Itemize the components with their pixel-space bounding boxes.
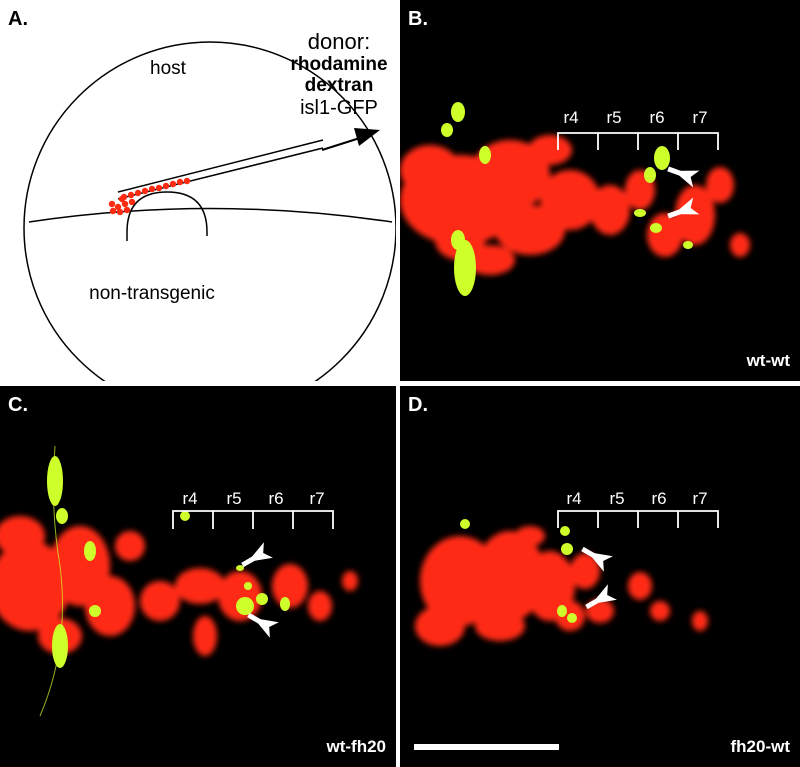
rhombomere-label-r6: r6 (649, 108, 664, 127)
needle-lower-edge (117, 147, 324, 200)
arrow-icon (667, 197, 700, 219)
panel-a-schematic: A. host non-transgenic donor: rhodamine (0, 0, 396, 381)
rhombomere-label-r5: r5 (226, 489, 241, 508)
arrows-d (581, 546, 617, 610)
rhombomere-label-r7: r7 (309, 489, 324, 508)
arrow-icon (241, 542, 273, 568)
rhodamine-signal-c (0, 516, 358, 656)
panel-d-letter: D. (408, 394, 428, 416)
gfp-signal-d (460, 519, 577, 623)
rhombomere-label-r4: r4 (566, 489, 581, 508)
gfp-signal-b (441, 102, 693, 296)
panel-c-letter: C. (8, 394, 28, 416)
micrograph-c: r4 r5 r6 r7 (0, 445, 358, 717)
rhombomere-label-r5: r5 (606, 108, 621, 127)
donor-isl1-gfp: isl1-GFP (300, 97, 378, 119)
rhombomere-label-r7: r7 (692, 108, 707, 127)
rhombomere-label-r6: r6 (651, 489, 666, 508)
inner-dome (126, 191, 208, 241)
rhombomere-label-r7: r7 (692, 489, 707, 508)
yolk-boundary (28, 207, 393, 223)
micrograph-b: r4 r5 r6 r7 (400, 102, 750, 296)
arrow-shaft (321, 136, 364, 151)
panel-c-micrograph: r4 r5 r6 r7 C. wt-fh20 (0, 386, 396, 767)
donor-dextran: dextran (304, 75, 374, 96)
scale-bar (414, 744, 559, 750)
rhombomere-label-r5: r5 (609, 489, 624, 508)
arrow-icon (585, 584, 617, 610)
panel-d-condition: fh20-wt (730, 737, 791, 756)
donor-cells (108, 177, 191, 216)
embryo-outline (23, 41, 396, 381)
arrow-icon (247, 612, 279, 638)
arrows-c (241, 542, 279, 638)
arrows-b (667, 166, 700, 219)
donor-text-block: donor: rhodamine dextran isl1-GFP (274, 30, 396, 120)
rhombomere-brackets-b (557, 132, 719, 150)
panel-b-micrograph: r4 r5 r6 r7 B. wt-wt (400, 0, 800, 381)
arrow-icon (581, 546, 613, 572)
donor-title: donor: (307, 29, 371, 54)
rhombomere-brackets-c (172, 510, 334, 529)
panel-a-letter: A. (8, 8, 28, 30)
rhombomere-label-r4: r4 (182, 489, 197, 508)
panel-d-micrograph: r4 r5 r6 r7 D. fh20-wt (400, 386, 800, 767)
non-transgenic-label: non-transgenic (89, 283, 215, 304)
rhodamine-signal-b (400, 135, 750, 275)
rhombomere-label-r6: r6 (268, 489, 283, 508)
gfp-axon-c (39, 445, 63, 717)
rhombomere-label-r4: r4 (563, 108, 578, 127)
needle-upper-edge (117, 139, 324, 193)
panel-c-condition: wt-fh20 (326, 737, 387, 756)
arrow-icon (667, 166, 700, 188)
host-label: host (150, 58, 187, 79)
micrograph-d: r4 r5 r6 r7 (415, 489, 719, 646)
rhombomere-brackets-d (557, 510, 719, 528)
arrow-head (354, 128, 380, 146)
embryo-diagram: host non-transgenic (23, 41, 396, 381)
rhodamine-signal-d (415, 526, 708, 646)
panel-b-condition: wt-wt (746, 351, 790, 370)
donor-rhodamine: rhodamine (290, 54, 388, 75)
panel-b-letter: B. (408, 8, 428, 30)
